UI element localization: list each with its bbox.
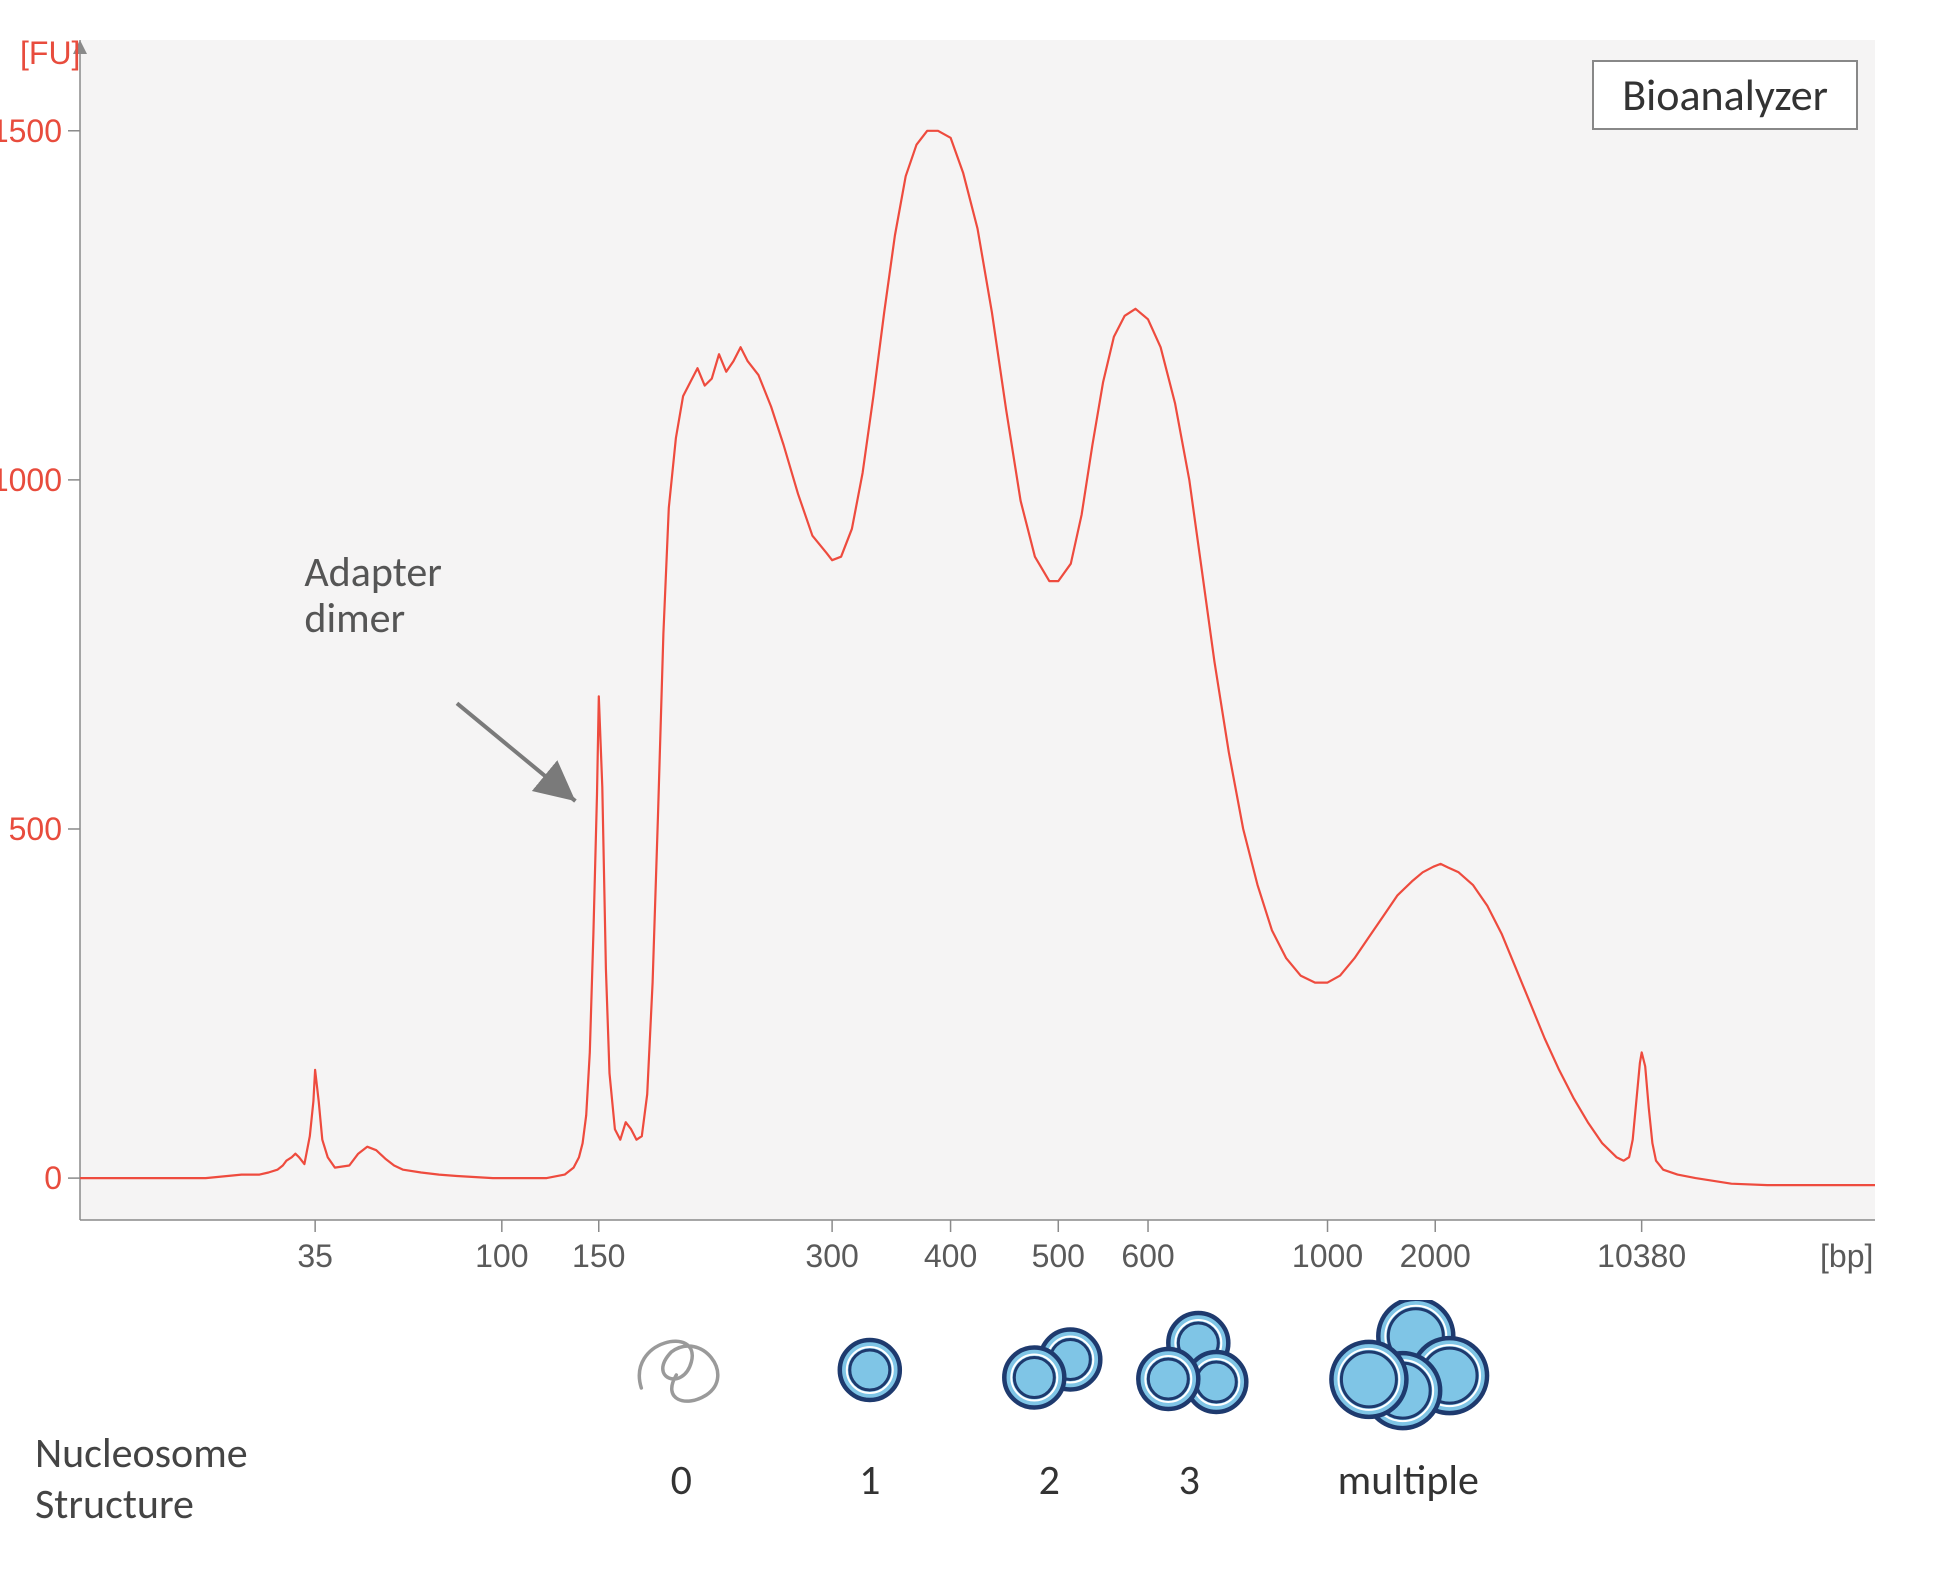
- chart-title: Bioanalyzer: [1622, 68, 1828, 122]
- nucleosome-count-label: 1: [859, 1455, 880, 1506]
- y-tick-label: 1000: [0, 462, 62, 499]
- nucleosome-icons: [0, 1300, 1938, 1480]
- x-tick-label: 35: [297, 1238, 333, 1275]
- chart-title-box: Bioanalyzer: [1592, 60, 1858, 130]
- x-tick-label: 1000: [1292, 1238, 1363, 1275]
- x-tick-label: 400: [924, 1238, 977, 1275]
- y-axis-unit: [FU]: [20, 35, 80, 72]
- nucleosome-count-label: 0: [671, 1455, 692, 1506]
- x-tick-label: 600: [1121, 1238, 1174, 1275]
- adapter-dimer-annotation: Adapter dimer: [304, 550, 442, 642]
- y-tick-label: 0: [44, 1160, 62, 1197]
- annotation-line1: Adapter: [304, 547, 442, 598]
- x-tick-label: 500: [1032, 1238, 1085, 1275]
- bioanalyzer-chart: [0, 0, 1938, 1300]
- nucleosome-count-label: multiple: [1338, 1455, 1479, 1506]
- x-tick-label: 2000: [1400, 1238, 1471, 1275]
- x-tick-label: 150: [572, 1238, 625, 1275]
- x-axis-unit: [bp]: [1820, 1238, 1873, 1275]
- nucleosome-count-label: 2: [1039, 1455, 1060, 1506]
- nucleosome-count-label: 3: [1179, 1455, 1200, 1506]
- x-tick-label: 10380: [1597, 1238, 1686, 1275]
- nucleosome-label-line2: Structure: [35, 1479, 194, 1530]
- y-tick-label: 1500: [0, 113, 62, 150]
- nucleosome-label: Nucleosome Structure: [35, 1428, 248, 1530]
- annotation-line2: dimer: [304, 593, 405, 644]
- x-tick-label: 300: [805, 1238, 858, 1275]
- y-tick-label: 500: [9, 811, 62, 848]
- x-tick-label: 100: [475, 1238, 528, 1275]
- nucleosome-label-line1: Nucleosome: [35, 1428, 248, 1479]
